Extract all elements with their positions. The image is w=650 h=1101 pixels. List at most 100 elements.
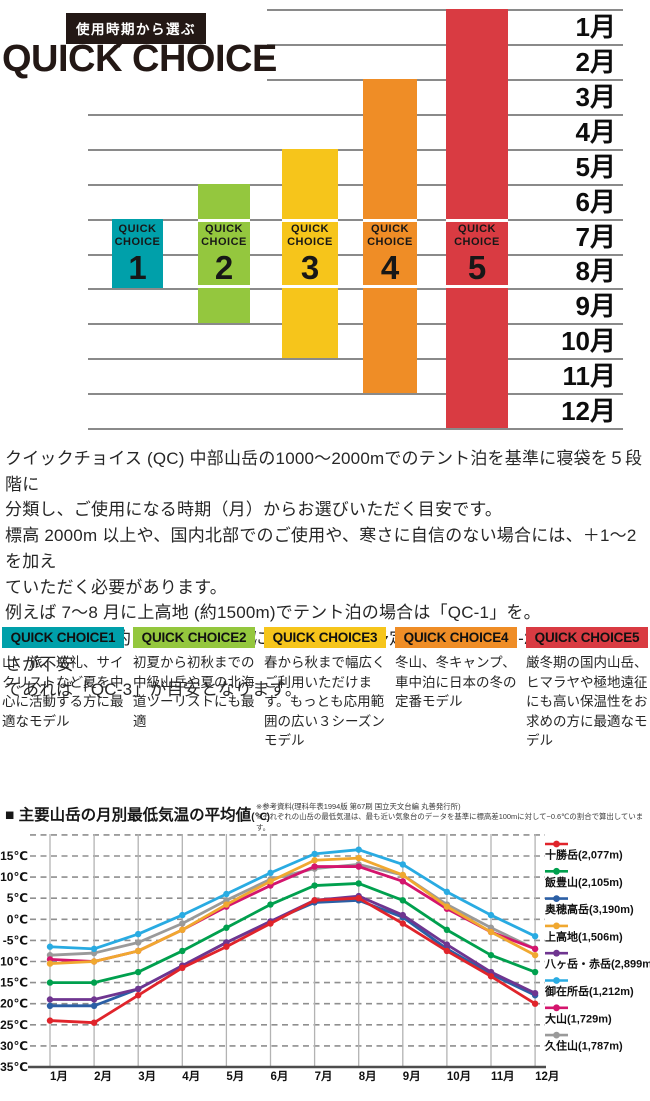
x-tick-label: 10月 <box>447 1070 471 1083</box>
data-point <box>179 920 186 927</box>
month-gridline <box>88 323 623 325</box>
choice-header-4: QUICK CHOICE4 <box>395 627 517 648</box>
month-gridline <box>267 44 623 46</box>
series-line <box>48 856 537 966</box>
month-gridline <box>88 393 623 395</box>
choice-description: 山、旅、巡礼、サイクリストなど夏を中心に活動する方に最適なモデル <box>2 655 124 729</box>
x-tick-label: 6月 <box>271 1070 289 1083</box>
choice-description: 初夏から初秋までの中級山岳や夏の北海道ツーリストにも最適 <box>133 655 255 729</box>
legend-label: 上高地(1,506m) <box>545 929 623 943</box>
data-point <box>355 846 362 853</box>
temp-chart-title-text: 主要山岳の月別最低気温の平均値 <box>14 807 252 824</box>
header-tag: 使用時期から選ぶ <box>66 13 206 44</box>
line-series <box>46 895 539 1026</box>
choice-column-1: QUICK CHOICE1 山、旅、巡礼、サイクリストなど夏を中心に活動する方に最… <box>2 627 124 731</box>
data-point <box>487 911 495 919</box>
data-point <box>399 920 406 927</box>
month-gridline <box>88 114 623 116</box>
legend-dot-swatch <box>553 949 560 957</box>
legend-label: 久住山(1,787m) <box>545 1039 623 1053</box>
data-point <box>311 863 318 870</box>
bar-label-number: 3 <box>300 249 320 286</box>
choice-header-3: QUICK CHOICE3 <box>264 627 386 648</box>
y-tick-label: -10℃ <box>0 955 28 969</box>
data-point <box>399 871 406 879</box>
data-point <box>531 1000 539 1007</box>
data-point <box>135 992 142 999</box>
quick-choice-bar-label: QUICK CHOICE 2 <box>198 219 250 288</box>
data-point <box>46 1002 54 1010</box>
choice-description: 冬山、冬キャンプ、車中泊に日本の冬の定番モデル <box>395 655 517 710</box>
legend-dot-swatch <box>553 977 560 984</box>
bar-label-word: QUICK <box>371 223 409 235</box>
series-line <box>48 848 537 951</box>
data-point <box>531 932 539 940</box>
data-point <box>531 951 539 959</box>
data-point <box>223 901 230 908</box>
data-point <box>267 869 274 877</box>
temperature-line-chart: 15℃ 10℃ 5℃ 0℃ -5℃ -10℃ -15℃ -20℃ -25℃ -30℃ -35℃ 1月 2… <box>0 834 650 1083</box>
series-line <box>48 882 537 985</box>
y-tick-label: -20℃ <box>0 997 28 1011</box>
line-series <box>46 880 539 986</box>
data-point <box>355 863 362 870</box>
bar-label-word: QUICK <box>458 223 496 235</box>
choice-column-3: QUICK CHOICE3 春から秋まで幅広くご利用いただけます。もっとも応用範囲… <box>264 627 386 751</box>
legend-item: 十勝岳(2,077m) <box>545 840 623 862</box>
data-point <box>46 1017 54 1024</box>
data-point <box>443 888 451 896</box>
x-tick-label: 3月 <box>138 1070 156 1083</box>
data-point <box>223 890 230 898</box>
data-point <box>46 996 54 1003</box>
intro-line: 標高 2000m 以上や、国内北部でのご使用や、寒さに自信のない場合には、＋1〜… <box>5 526 637 571</box>
legend-item: 奥穂高岳(3,190m) <box>544 895 634 916</box>
data-point <box>399 861 406 868</box>
legend-item: 大山(1,729m) <box>545 1004 612 1025</box>
bar-label-word: CHOICE <box>367 235 413 248</box>
legend-dot-swatch <box>553 1004 560 1012</box>
quick-choice-bar-3: QUICK CHOICE 3 <box>282 149 338 358</box>
data-point <box>46 979 54 986</box>
y-tick-label: -30℃ <box>0 1039 28 1053</box>
month-label: 12月 <box>561 395 616 426</box>
x-tick-label: 12月 <box>535 1070 559 1083</box>
month-label: 9月 <box>575 290 616 321</box>
y-tick-label: -5℃ <box>3 933 28 947</box>
series-line <box>48 863 537 957</box>
bar-label-number: 2 <box>214 249 234 286</box>
legend-label: 飯豊山(2,105m) <box>544 875 623 889</box>
month-label: 6月 <box>575 186 616 217</box>
data-point <box>531 945 539 953</box>
data-point <box>311 857 318 864</box>
month-gridline <box>88 149 623 151</box>
choice-description: 春から秋まで幅広くご利用いただけます。もっとも応用範囲の広い３シーズンモデル <box>264 655 386 749</box>
month-label: 7月 <box>575 221 616 252</box>
legend-dot-swatch <box>553 895 560 902</box>
legend-dot-swatch <box>553 840 560 848</box>
data-point <box>135 968 142 976</box>
legend-label: 奥穂高岳(3,190m) <box>544 902 634 916</box>
intro-line: 例えば 7〜8 月に上高地 (約1500m)でテント泊の場合は「QC-1」を。 <box>5 603 541 623</box>
bar-label-word: CHOICE <box>201 235 247 248</box>
data-point <box>267 920 274 927</box>
data-point <box>90 1002 98 1010</box>
legend-label: 御在所岳(1,212m) <box>544 984 634 998</box>
data-point <box>487 951 495 959</box>
choice-description: 厳冬期の国内山岳、ヒマラヤや極地遠征にも高い保温性をお求めの方に最適なモデル <box>526 655 648 749</box>
data-point <box>443 941 451 948</box>
y-tick-label: -15℃ <box>0 976 28 990</box>
legend-label: 大山(1,729m) <box>545 1011 612 1025</box>
x-tick-label: 2月 <box>94 1070 112 1083</box>
data-point <box>223 924 230 931</box>
y-tick-label: -35℃ <box>0 1060 28 1074</box>
y-tick-label: -25℃ <box>0 1018 28 1032</box>
page-title: QUICK CHOICE <box>2 38 277 80</box>
temp-chart-title-unit: (℃) <box>251 812 270 823</box>
data-point <box>399 878 406 885</box>
choice-header-2: QUICK CHOICE2 <box>133 627 255 648</box>
data-point <box>135 985 142 993</box>
month-label: 3月 <box>575 81 616 112</box>
data-point <box>179 964 186 972</box>
month-label: 10月 <box>561 325 616 356</box>
bar-label-number: 5 <box>467 249 487 286</box>
